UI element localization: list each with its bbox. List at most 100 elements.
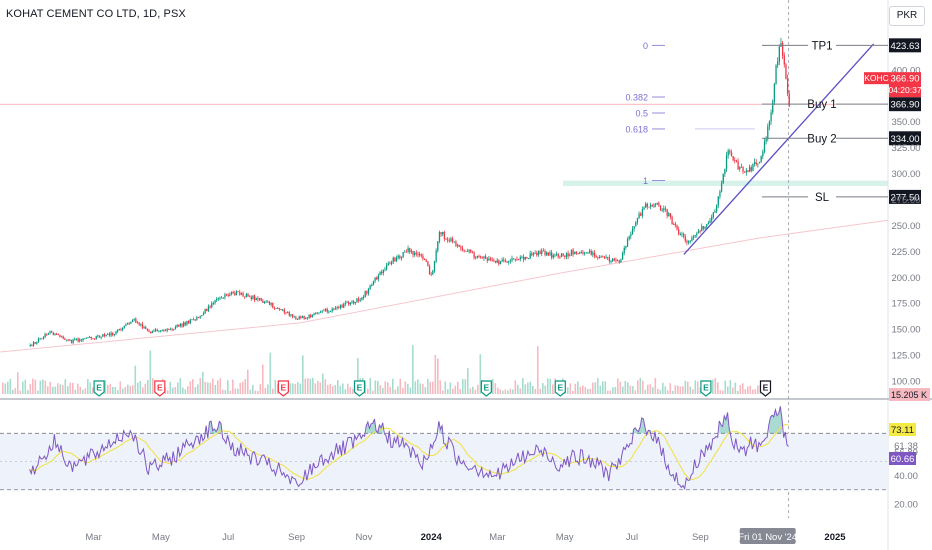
earnings-marker[interactable] <box>277 380 289 397</box>
level-label: Buy 1 <box>807 99 836 111</box>
candle <box>575 251 578 254</box>
currency-button[interactable]: PKR <box>889 6 925 26</box>
earnings-marker[interactable] <box>353 380 366 397</box>
candle <box>102 334 104 337</box>
candle <box>651 205 653 207</box>
candle <box>419 254 421 256</box>
volume-bar <box>474 389 477 394</box>
candle <box>595 256 597 258</box>
volume-bar <box>339 385 342 394</box>
earnings-marker[interactable] <box>154 380 166 397</box>
candle <box>504 260 507 263</box>
candle <box>732 156 734 161</box>
candle <box>527 258 530 260</box>
volume-bar <box>369 377 372 394</box>
volume-bar <box>27 390 29 394</box>
volume-bar <box>307 378 309 394</box>
volume-bar <box>147 379 149 394</box>
candle <box>168 329 170 331</box>
volume-bar <box>572 390 574 394</box>
volume-bar <box>112 386 114 394</box>
volume-bar <box>434 354 437 394</box>
candle <box>225 294 228 296</box>
volume-bar <box>409 387 412 394</box>
volume-bar <box>532 385 534 394</box>
earnings-marker[interactable] <box>480 380 492 397</box>
candle <box>735 160 738 162</box>
volume-bar <box>72 382 74 394</box>
candle <box>90 337 92 339</box>
volume-bar <box>444 381 447 394</box>
volume-bar <box>132 385 134 394</box>
candle <box>39 338 41 340</box>
trendline[interactable] <box>683 43 875 255</box>
volume-bar <box>467 368 469 394</box>
candle <box>326 309 328 312</box>
candle <box>542 250 545 252</box>
candle <box>384 269 386 270</box>
earnings-marker[interactable] <box>700 380 712 397</box>
volume-bar <box>442 390 444 394</box>
candle <box>280 309 282 311</box>
candle <box>234 293 236 296</box>
volume-bar <box>144 384 147 394</box>
candle <box>630 234 632 237</box>
fib-level-label: 0 <box>643 41 648 51</box>
volume-bar <box>592 382 594 394</box>
y-tick-label: 100.00 <box>891 377 920 388</box>
volume-bar <box>299 383 302 394</box>
volume-bar <box>59 384 62 394</box>
volume-bar <box>547 378 549 394</box>
volume-bar <box>222 389 224 394</box>
candle <box>148 330 150 332</box>
candle <box>59 334 61 337</box>
volume-bar <box>324 379 327 394</box>
candle <box>450 238 452 242</box>
earnings-marker[interactable] <box>93 380 105 397</box>
candle <box>333 308 335 310</box>
candle <box>430 273 432 275</box>
candle <box>184 322 187 325</box>
volume-bar <box>7 381 9 394</box>
candle <box>216 298 218 301</box>
volume-bar <box>232 379 234 394</box>
volume-bar <box>312 377 314 394</box>
candle <box>37 338 40 343</box>
volume-bar <box>524 384 527 394</box>
level-label: Buy 2 <box>807 133 836 145</box>
candle <box>354 301 356 304</box>
candle <box>460 246 462 249</box>
earnings-marker[interactable] <box>554 380 566 397</box>
candle <box>552 255 554 258</box>
volume-bar <box>664 386 667 394</box>
candle <box>673 223 675 225</box>
candle <box>501 259 503 262</box>
candle <box>258 298 261 300</box>
candle <box>565 253 568 257</box>
candle <box>315 312 317 314</box>
candle <box>719 191 721 197</box>
volume-bar <box>684 380 687 394</box>
candle <box>74 339 76 340</box>
volume-bar <box>722 390 724 394</box>
candle <box>334 308 337 310</box>
candle <box>113 333 116 336</box>
candle <box>420 254 422 256</box>
candle <box>663 208 665 211</box>
candle <box>749 167 751 172</box>
candle <box>407 248 409 252</box>
candle <box>453 241 455 243</box>
earnings-marker[interactable] <box>759 380 772 397</box>
candle <box>765 138 767 142</box>
candle <box>173 329 175 331</box>
candle <box>661 210 663 212</box>
candle <box>301 315 304 318</box>
volume-bar <box>439 380 442 394</box>
candle <box>410 250 413 252</box>
candle <box>694 235 696 237</box>
volume-bar <box>14 388 17 394</box>
x-tick-label: May <box>556 532 574 543</box>
candle <box>188 320 190 324</box>
volume-bar <box>114 387 117 394</box>
